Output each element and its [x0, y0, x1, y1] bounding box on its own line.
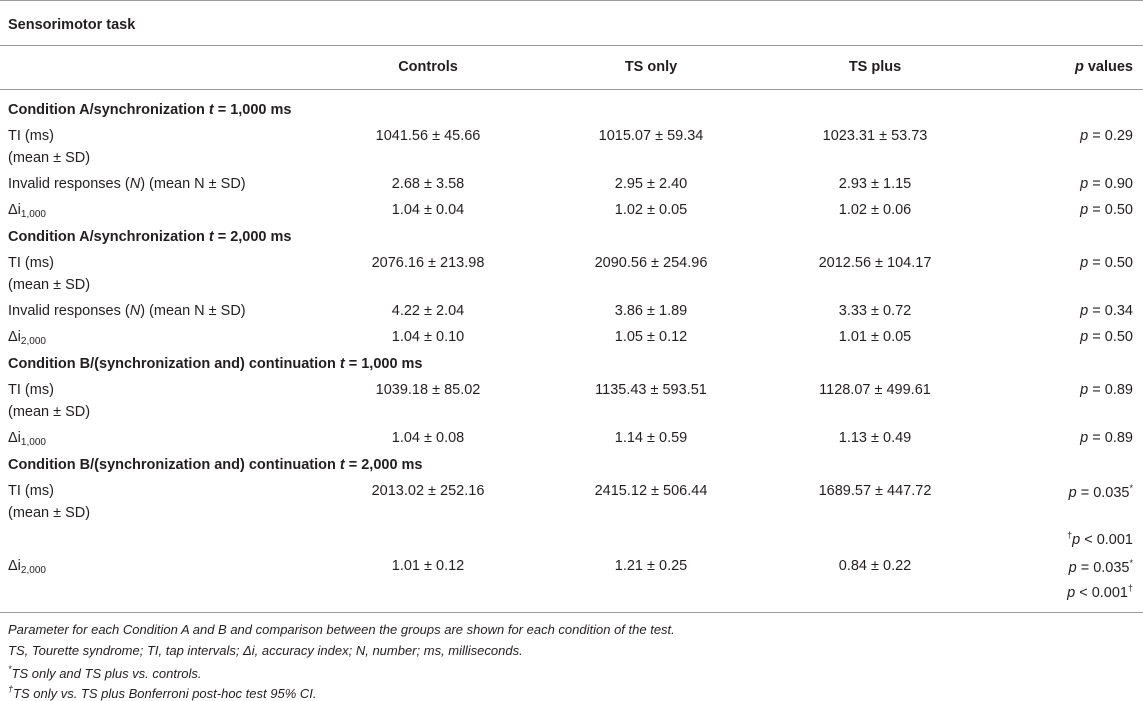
- cell-ts-plus: 0.84 ± 0.22: [838, 558, 912, 574]
- section-condition-a-2000: Condition A/synchronization t = 2,000 ms: [8, 229, 292, 245]
- cell-ts-plus: 2012.56 ± 104.17: [818, 255, 932, 271]
- cell-ts-only: 1135.43 ± 593.51: [595, 382, 707, 398]
- cell-p-value: p = 0.50: [1080, 255, 1133, 271]
- table-title: Sensorimotor task: [8, 17, 136, 33]
- cell-p-value: p = 0.035*: [1068, 483, 1133, 501]
- row-label-ti: TI (ms): [8, 128, 54, 144]
- cell-p-value: p = 0.34: [1080, 303, 1133, 319]
- cell-ts-plus: 1.01 ± 0.05: [838, 329, 912, 345]
- title-rule: [0, 45, 1143, 46]
- cell-p-value: p = 0.89: [1080, 430, 1133, 446]
- cell-p-value: p = 0.29: [1080, 128, 1133, 144]
- row-label-delta-i: Δi1,000: [8, 202, 46, 220]
- cell-ts-plus: 1128.07 ± 499.61: [819, 382, 931, 398]
- cell-p-value-posthoc: †p < 0.001: [1067, 530, 1133, 548]
- section-condition-b-2000: Condition B/(synchronization and) contin…: [8, 457, 423, 473]
- cell-ts-only: 1.02 ± 0.05: [614, 202, 688, 218]
- row-label-mean-sd: (mean ± SD): [8, 404, 91, 420]
- row-label-ti: TI (ms): [8, 255, 54, 271]
- cell-controls: 1.04 ± 0.04: [391, 202, 465, 218]
- cell-ts-plus: 1023.31 ± 53.73: [822, 128, 928, 144]
- footnote-abbreviations: TS, Tourette syndrome; TI, tap intervals…: [8, 643, 523, 658]
- cell-p-value: p = 0.035*: [1068, 558, 1133, 576]
- cell-controls: 1.01 ± 0.12: [391, 558, 465, 574]
- footnote-asterisk: *TS only and TS plus vs. controls.: [8, 664, 202, 681]
- cell-ts-plus: 1.02 ± 0.06: [838, 202, 912, 218]
- cell-ts-only: 2090.56 ± 254.96: [594, 255, 708, 271]
- bottom-rule: [0, 612, 1143, 613]
- cell-ts-only: 1.21 ± 0.25: [614, 558, 688, 574]
- cell-p-value: p = 0.50: [1080, 329, 1133, 345]
- cell-p-value-posthoc: p < 0.001†: [1067, 583, 1133, 601]
- cell-ts-plus: 1.13 ± 0.49: [838, 430, 912, 446]
- cell-controls: 1041.56 ± 45.66: [375, 128, 481, 144]
- cell-controls: 1039.18 ± 85.02: [375, 382, 481, 398]
- row-label-delta-i: Δi1,000: [8, 430, 46, 448]
- cell-ts-only: 1.05 ± 0.12: [614, 329, 688, 345]
- row-label-mean-sd: (mean ± SD): [8, 505, 91, 521]
- cell-ts-only: 2.95 ± 2.40: [614, 176, 688, 192]
- row-label-delta-i: Δi2,000: [8, 558, 46, 576]
- cell-controls: 4.22 ± 2.04: [391, 303, 465, 319]
- row-label-mean-sd: (mean ± SD): [8, 277, 91, 293]
- cell-ts-only: 2415.12 ± 506.44: [594, 483, 708, 499]
- cell-ts-only: 1015.07 ± 59.34: [598, 128, 704, 144]
- cell-controls: 1.04 ± 0.10: [391, 329, 465, 345]
- cell-p-value: p = 0.89: [1080, 382, 1133, 398]
- header-p-values: p values: [1074, 59, 1133, 75]
- cell-ts-only: 1.14 ± 0.59: [614, 430, 688, 446]
- cell-ts-only: 3.86 ± 1.89: [614, 303, 688, 319]
- section-condition-a-1000: Condition A/synchronization t = 1,000 ms: [8, 102, 292, 118]
- row-label-ti: TI (ms): [8, 382, 54, 398]
- cell-p-value: p = 0.90: [1080, 176, 1133, 192]
- header-rule: [0, 89, 1143, 90]
- cell-controls: 2076.16 ± 213.98: [371, 255, 485, 271]
- footnote-description: Parameter for each Condition A and B and…: [8, 622, 675, 637]
- row-label-delta-i: Δi2,000: [8, 329, 46, 347]
- cell-controls: 1.04 ± 0.08: [391, 430, 465, 446]
- cell-ts-plus: 2.93 ± 1.15: [838, 176, 912, 192]
- cell-p-value: p = 0.50: [1080, 202, 1133, 218]
- row-label-mean-sd: (mean ± SD): [8, 150, 91, 166]
- row-label-invalid: Invalid responses (N) (mean N ± SD): [8, 176, 246, 192]
- section-condition-b-1000: Condition B/(synchronization and) contin…: [8, 356, 423, 372]
- header-ts-plus: TS plus: [848, 59, 902, 75]
- row-label-invalid: Invalid responses (N) (mean N ± SD): [8, 303, 246, 319]
- cell-controls: 2.68 ± 3.58: [391, 176, 465, 192]
- header-controls: Controls: [398, 59, 458, 75]
- top-rule: [0, 0, 1143, 1]
- cell-ts-plus: 3.33 ± 0.72: [838, 303, 912, 319]
- footnote-dagger: †TS only vs. TS plus Bonferroni post-hoc…: [8, 684, 317, 701]
- row-label-ti: TI (ms): [8, 483, 54, 499]
- cell-ts-plus: 1689.57 ± 447.72: [818, 483, 932, 499]
- header-ts-only: TS only: [624, 59, 678, 75]
- cell-controls: 2013.02 ± 252.16: [371, 483, 485, 499]
